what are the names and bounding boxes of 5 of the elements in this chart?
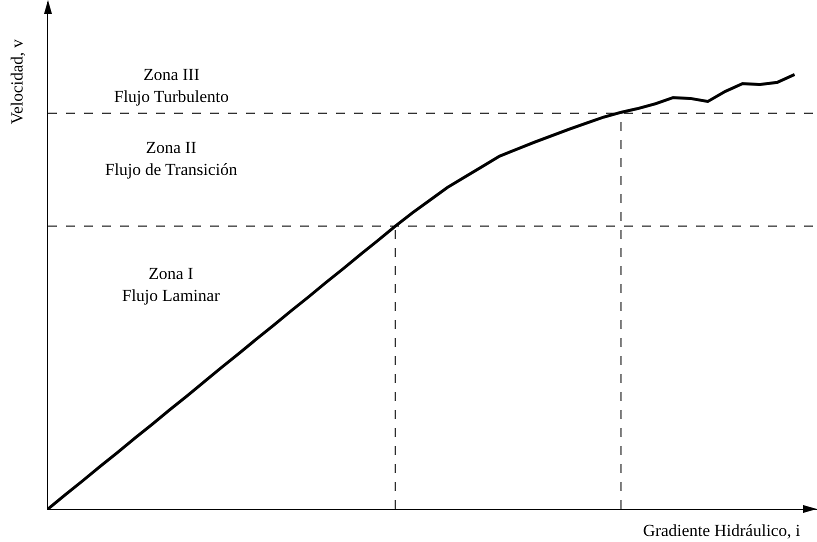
annotation: Zona III Flujo Turbulento [114, 65, 229, 106]
annotation: Zona I Flujo Laminar [122, 264, 220, 306]
y-axis-title: Velocidad, v [7, 38, 26, 124]
annotation: Zona II Flujo de Transición [105, 138, 238, 180]
x-axis-title: Gradiente Hidráulico, i [643, 521, 800, 540]
